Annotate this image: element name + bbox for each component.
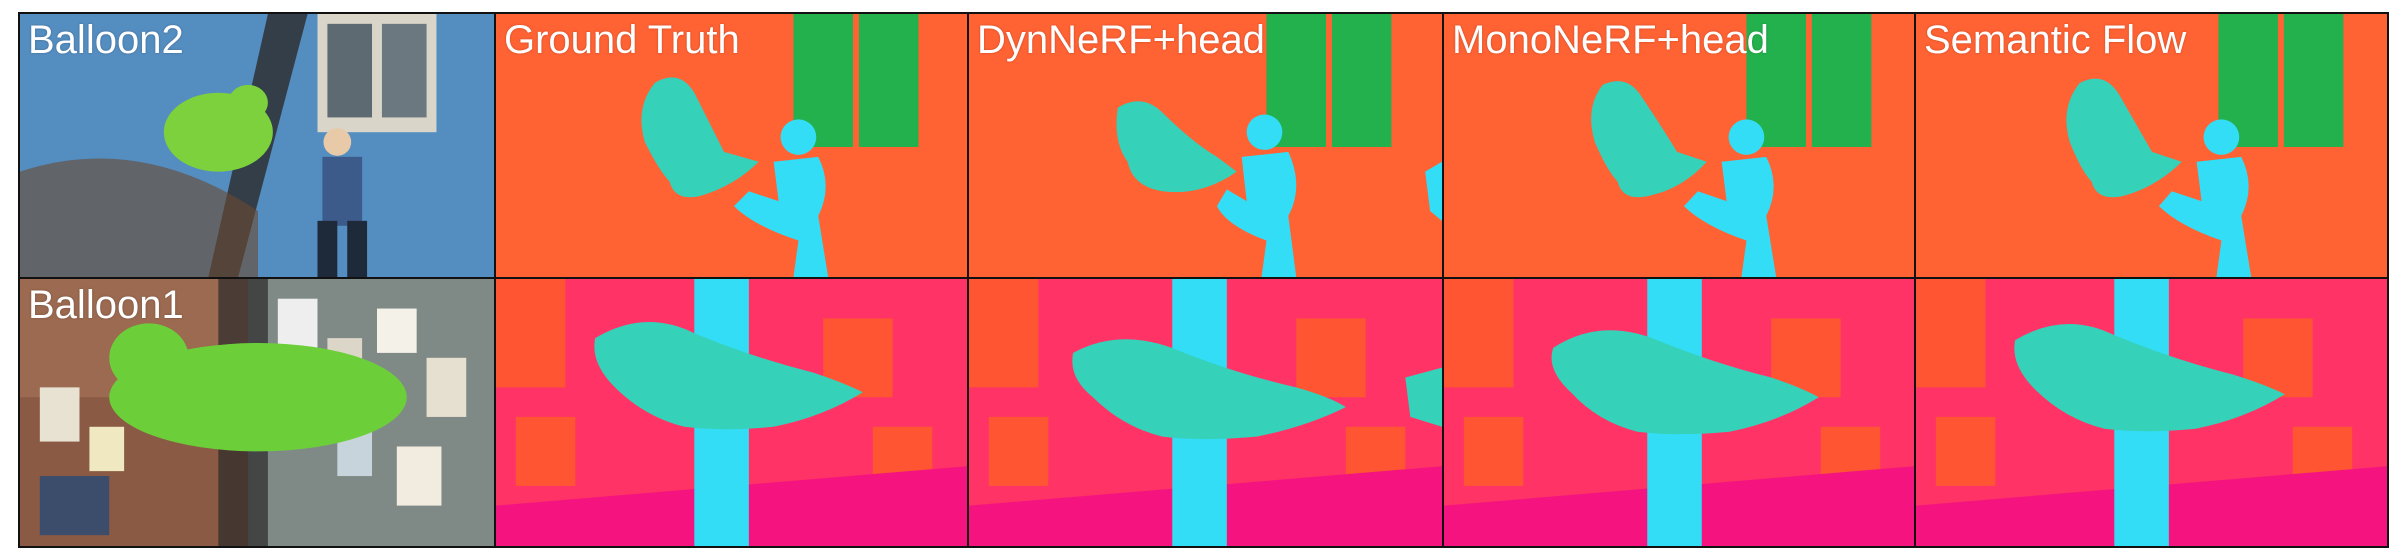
seg-dynnerf-balloon2: DynNeRF+head — [967, 12, 1444, 279]
figure-grid: Balloon2 Ground Truth DynNeRF+head — [18, 12, 2389, 548]
seg-map-gt-balloon2 — [496, 14, 967, 277]
seg-mononerf-balloon2: MonoNeRF+head — [1442, 12, 1916, 279]
seg-map-semanticflow-balloon1 — [1916, 279, 2387, 546]
seg-dynnerf-balloon1 — [967, 277, 1444, 548]
seg-semanticflow-balloon1 — [1914, 277, 2389, 548]
column-header-ground-truth: Ground Truth — [504, 18, 740, 62]
seg-map-gt-balloon1 — [496, 279, 967, 546]
seg-map-dynnerf-balloon1 — [969, 279, 1442, 546]
seg-map-dynnerf-balloon2 — [969, 14, 1442, 277]
seg-map-semanticflow-balloon2 — [1916, 14, 2387, 277]
seg-gt-balloon2: Ground Truth — [494, 12, 969, 279]
photo-balloon2: Balloon2 — [18, 12, 496, 279]
column-header-dynnerf: DynNeRF+head — [977, 18, 1265, 62]
seg-map-mononerf-balloon2 — [1444, 14, 1914, 277]
seg-semanticflow-balloon2: Semantic Flow — [1914, 12, 2389, 279]
seg-map-mononerf-balloon1 — [1444, 279, 1914, 546]
column-header-mononerf: MonoNeRF+head — [1452, 18, 1769, 62]
photo-balloon1-image — [20, 279, 494, 546]
seg-gt-balloon1 — [494, 277, 969, 548]
photo-balloon2-image — [20, 14, 494, 277]
seg-mononerf-balloon1 — [1442, 277, 1916, 548]
row-label-balloon2: Balloon2 — [28, 18, 184, 62]
column-header-semantic-flow: Semantic Flow — [1924, 18, 2187, 62]
row-label-balloon1: Balloon1 — [28, 283, 184, 327]
photo-balloon1: Balloon1 — [18, 277, 496, 548]
